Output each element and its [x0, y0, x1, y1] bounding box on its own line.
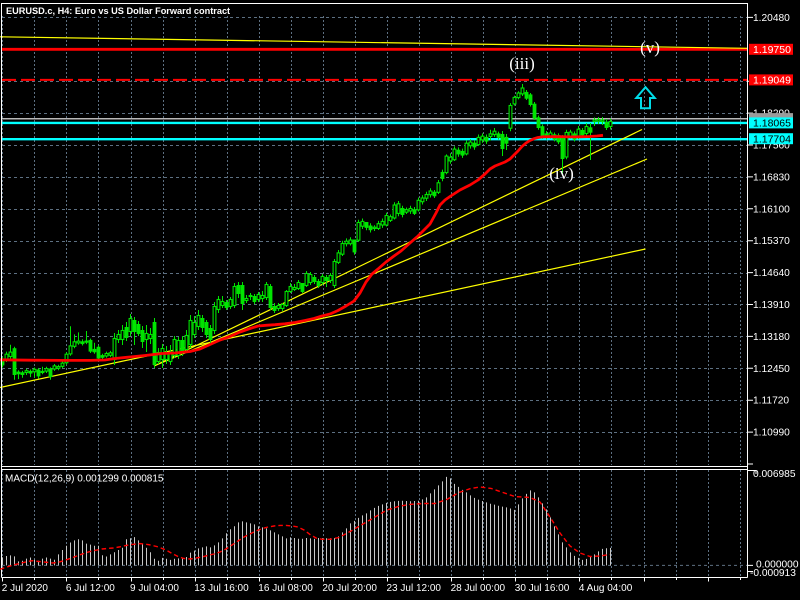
- svg-text:6 Jul 12:00: 6 Jul 12:00: [66, 583, 115, 594]
- svg-text:0.006985: 0.006985: [753, 469, 796, 480]
- svg-text:16 Jul 08:00: 16 Jul 08:00: [258, 583, 313, 594]
- svg-text:EURUSD.c, H4: Euro vs US Doll: EURUSD.c, H4: Euro vs US Dollar Forward …: [6, 6, 230, 16]
- svg-text:1.11720: 1.11720: [753, 396, 789, 407]
- svg-text:20 Jul 20:00: 20 Jul 20:00: [322, 583, 377, 594]
- svg-text:23 Jul 12:00: 23 Jul 12:00: [387, 583, 442, 594]
- svg-text:1.12450: 1.12450: [753, 364, 790, 375]
- svg-text:1.18065: 1.18065: [753, 118, 791, 130]
- svg-text:1.13180: 1.13180: [753, 332, 790, 343]
- svg-text:9 Jul 04:00: 9 Jul 04:00: [130, 583, 179, 594]
- svg-text:1.19750: 1.19750: [753, 44, 791, 56]
- svg-text:MACD(12,26,9) 0.001299 0.00081: MACD(12,26,9) 0.001299 0.000815: [5, 474, 164, 485]
- svg-text:13 Jul 16:00: 13 Jul 16:00: [194, 583, 249, 594]
- svg-text:1.14640: 1.14640: [753, 268, 790, 279]
- svg-text:1.13910: 1.13910: [753, 300, 790, 311]
- svg-text:(v): (v): [640, 38, 660, 57]
- svg-text:30 Jul 16:00: 30 Jul 16:00: [515, 583, 570, 594]
- svg-text:1.16100: 1.16100: [753, 204, 790, 215]
- svg-text:1.17560: 1.17560: [753, 141, 790, 152]
- svg-text:1.19049: 1.19049: [753, 75, 791, 87]
- svg-text:(iv): (iv): [549, 164, 574, 183]
- svg-text:1.15370: 1.15370: [753, 236, 790, 247]
- svg-text:1.17704: 1.17704: [753, 133, 791, 145]
- svg-text:0.000000: 0.000000: [756, 560, 799, 571]
- svg-text:1.10990: 1.10990: [753, 428, 790, 439]
- svg-text:4 Aug 04:00: 4 Aug 04:00: [579, 583, 633, 594]
- svg-text:1.16830: 1.16830: [753, 172, 790, 183]
- svg-text:(iii): (iii): [509, 54, 535, 73]
- svg-text:-0.000913: -0.000913: [750, 568, 796, 579]
- svg-text:28 Jul 00:00: 28 Jul 00:00: [451, 583, 506, 594]
- svg-text:1.20480: 1.20480: [753, 13, 790, 24]
- svg-text:2 Jul 2020: 2 Jul 2020: [2, 583, 49, 594]
